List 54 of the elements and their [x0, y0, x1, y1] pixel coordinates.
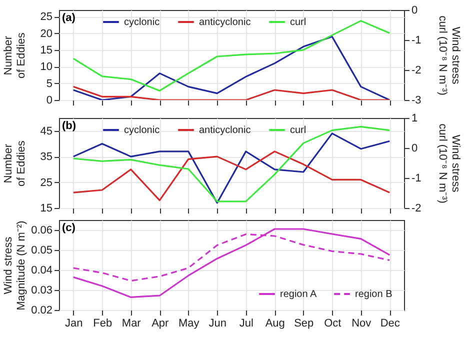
y2-axis-title: Wind stress curl (10⁻⁸ N m⁻³): [436, 124, 462, 204]
line-series: [72, 86, 390, 100]
y-tick-label: 0.06: [31, 224, 52, 236]
y-tick-label: 0.02: [31, 304, 52, 316]
annotation: (a): [62, 12, 76, 24]
x-tick-label: Aug: [265, 318, 285, 330]
y2-tick-label: -1: [412, 172, 422, 184]
x-tick-label: Jul: [239, 318, 254, 330]
y2-tick-label: -1: [412, 34, 422, 46]
annotation: (b): [62, 120, 76, 132]
x-tick-label: Sep: [294, 318, 314, 330]
y2-axis-title: Wind stress curl (10⁻⁸ N m⁻³): [436, 16, 462, 96]
legend-label: cyclonic: [124, 17, 160, 28]
y-tick-label: 25: [40, 11, 52, 24]
x-tick-label: Feb: [93, 318, 112, 330]
y-tick-label: 20: [40, 28, 52, 40]
y-tick-label: 15: [40, 202, 52, 214]
y-tick-label: 15: [40, 44, 52, 56]
y-axis-title: Wind stress Magnitude (N m⁻²): [2, 220, 28, 310]
y2-tick-label: 0: [412, 142, 418, 154]
legend-label: cyclonic: [124, 125, 160, 136]
y-tick-label: 35: [40, 151, 52, 164]
x-tick-label: Apr: [152, 318, 170, 330]
y-tick-label: 10: [40, 61, 52, 74]
y-tick-label: 0.04: [31, 264, 52, 276]
y-tick-label: 45: [40, 125, 52, 138]
x-tick-label: Mar: [122, 318, 142, 330]
annotation: (c): [62, 222, 76, 234]
x-tick-label: May: [178, 318, 200, 330]
x-tick-label: Nov: [352, 318, 372, 330]
line-series: [72, 36, 390, 100]
y-tick-label: 0.05: [31, 244, 52, 256]
y2-tick-label: 1: [412, 112, 418, 124]
y2-tick-label: -2: [412, 202, 422, 214]
legend-label: curl: [290, 125, 306, 136]
y-tick-label: 25: [40, 176, 52, 189]
y-tick-label: 0: [46, 94, 52, 106]
legend-label: anticyclonic: [199, 17, 251, 28]
x-tick-label: Jan: [65, 318, 83, 330]
line-series: [72, 150, 390, 202]
x-tick-label: Oct: [324, 318, 342, 330]
y-tick-label: 0.03: [31, 284, 52, 296]
y2-tick-label: -2: [412, 64, 422, 76]
y-axis-title: Number of Eddies: [2, 32, 28, 78]
legend-label: region A: [280, 289, 318, 300]
y2-tick-label: 0: [412, 4, 418, 16]
legend-label: region B: [355, 289, 393, 300]
x-tick-label: Jun: [208, 318, 226, 330]
y2-tick-label: -3: [412, 94, 422, 106]
y-axis-title: Number of Eddies: [2, 140, 28, 186]
legend-label: anticyclonic: [199, 125, 251, 136]
x-tick-label: Dec: [380, 318, 400, 330]
y-tick-label: 5: [46, 78, 52, 90]
legend-label: curl: [290, 17, 306, 28]
